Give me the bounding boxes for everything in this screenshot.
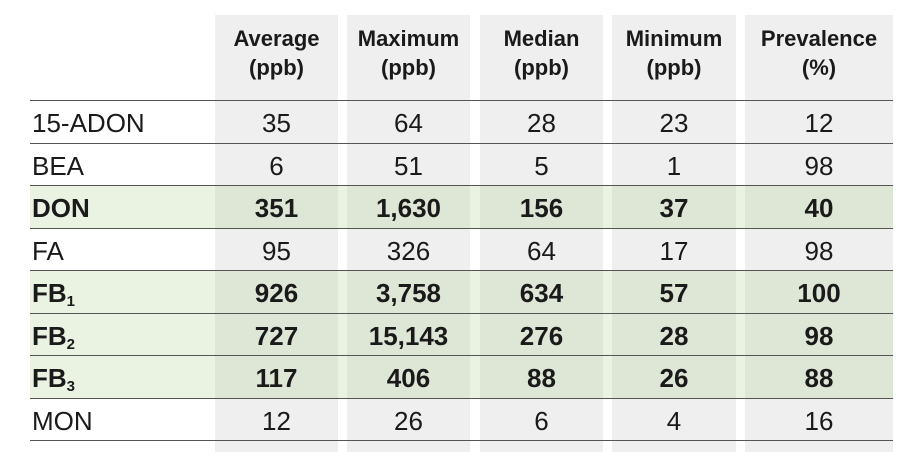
- row-rule: [30, 313, 893, 314]
- cell-value: 1,630: [375, 193, 442, 223]
- row-rule: [30, 270, 893, 271]
- cell-value: 28: [659, 320, 689, 351]
- header-name: Maximum: [357, 26, 460, 51]
- label-subscript: 2: [66, 335, 76, 353]
- cell-value: 17: [659, 235, 689, 266]
- label-text: FB: [32, 363, 67, 393]
- cell-value: 4: [666, 405, 682, 436]
- header-name: Minimum: [625, 26, 723, 51]
- cell-value: 100: [797, 278, 841, 308]
- header-unit: (ppb): [381, 55, 436, 80]
- cell-value: 406: [386, 363, 431, 393]
- cell-value: 12: [804, 108, 834, 138]
- label-text: FA: [32, 235, 64, 266]
- label-subscript: 3: [66, 378, 76, 395]
- row-rule: [30, 228, 893, 229]
- row-rule: [30, 143, 893, 144]
- cell-value: 98: [804, 320, 834, 351]
- cell-value: 35: [262, 108, 291, 138]
- row-label: MON: [32, 399, 212, 441]
- cell-value: 40: [804, 193, 834, 223]
- cell-value: 117: [255, 363, 298, 393]
- header-unit: (ppb): [646, 55, 702, 80]
- header-name: Median: [503, 26, 580, 51]
- cell-value: 64: [527, 235, 556, 266]
- column-header: Minimum (ppb): [612, 24, 736, 82]
- row-rule: [30, 185, 893, 186]
- cell-value: 28: [527, 108, 556, 138]
- cell-value: 1: [666, 150, 682, 181]
- row-label: 15-ADON: [32, 101, 212, 143]
- cell-value: 95: [262, 235, 291, 266]
- row-label: BEA: [32, 144, 212, 186]
- row-highlight: [30, 356, 893, 398]
- label-text: DON: [32, 193, 90, 223]
- cell-value: 15,143: [368, 320, 449, 351]
- cell-value: 26: [659, 363, 689, 393]
- header-unit: (ppb): [249, 55, 304, 80]
- row-label: FA: [32, 229, 212, 271]
- header-name: Average: [233, 26, 320, 51]
- cell-value: 926: [254, 278, 299, 308]
- cell-value: 12: [262, 405, 291, 436]
- row-highlight: [30, 313, 893, 356]
- cell-value: 88: [527, 363, 556, 393]
- cell-value: 6: [269, 150, 284, 181]
- header-name: Prevalence: [760, 26, 878, 51]
- cell-value: 26: [394, 405, 423, 436]
- column-background: [347, 15, 470, 452]
- column-header: Prevalence (%): [745, 24, 893, 82]
- cell-value: 634: [519, 278, 564, 308]
- row-rule: [30, 398, 893, 399]
- cell-value: 51: [394, 150, 423, 181]
- cell-value: 326: [386, 235, 431, 266]
- row-rule: [30, 440, 893, 441]
- row-label: DON: [32, 186, 212, 228]
- cell-value: 98: [804, 235, 834, 266]
- column-background: [215, 15, 338, 452]
- cell-value: 727: [254, 320, 299, 351]
- column-header: Maximum (ppb): [347, 24, 470, 82]
- column-background: [480, 15, 603, 452]
- cell-value: 57: [659, 278, 689, 308]
- label-text: FB: [32, 320, 67, 351]
- cell-value: 6: [534, 405, 549, 436]
- row-highlight: [30, 271, 893, 313]
- column-header: Median (ppb): [480, 24, 603, 82]
- row-highlight: [30, 186, 893, 228]
- row-label: FB3: [32, 356, 212, 398]
- cell-value: 23: [659, 108, 689, 138]
- header-unit: (ppb): [514, 55, 569, 80]
- cell-value: 16: [804, 405, 834, 436]
- cell-value: 88: [804, 363, 834, 393]
- cell-value: 156: [519, 193, 564, 223]
- cell-value: 276: [519, 320, 564, 351]
- row-label: FB2: [32, 314, 212, 356]
- column-background: [612, 15, 736, 452]
- column-background: [745, 15, 893, 452]
- cell-value: 98: [804, 150, 834, 181]
- header-unit: (%): [801, 55, 837, 80]
- column-header: Average (ppb): [215, 24, 338, 82]
- cell-value: 3,758: [375, 278, 442, 308]
- row-rule: [30, 100, 893, 101]
- cell-value: 351: [254, 193, 299, 223]
- cell-value: 37: [659, 193, 689, 223]
- cell-value: 64: [394, 108, 423, 138]
- label-text: 15-ADON: [32, 108, 145, 138]
- row-rule: [30, 355, 893, 356]
- label-text: FB: [32, 278, 67, 308]
- row-label: FB1: [32, 271, 212, 313]
- label-subscript: 1: [66, 293, 76, 310]
- cell-value: 5: [534, 150, 549, 181]
- label-text: MON: [32, 405, 93, 436]
- label-text: BEA: [32, 150, 85, 181]
